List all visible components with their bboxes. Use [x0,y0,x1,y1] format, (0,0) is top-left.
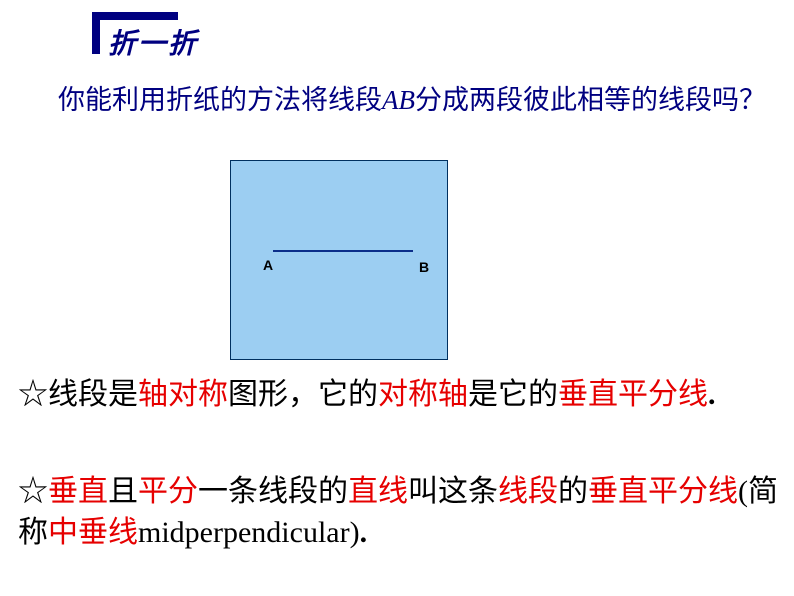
text-part: ☆线段是 [18,378,138,411]
text-part: 垂直平分线 [588,475,738,508]
text-part: 线段 [498,475,558,508]
text-part: 平分 [138,475,198,508]
question-seg-label: AB [382,85,415,115]
diagram-box: A B [230,160,448,360]
text-part: . [708,378,716,411]
text-part: . [360,516,368,549]
text-part: 且 [108,475,138,508]
text-part: 垂直平分线 [558,378,708,411]
text-part: 叫这条 [408,475,498,508]
text-part: ☆ [18,475,48,508]
header-title: 折一折 [108,22,198,62]
question-prefix: 你能利用折纸的方法将线段 [58,85,382,115]
label-b: B [419,259,429,275]
statement-1: ☆线段是轴对称图形，它的对称轴是它的垂直平分线. [18,375,778,416]
text-part: 中垂线 [48,516,138,549]
label-a: A [263,257,273,273]
text-part: 垂直 [48,475,108,508]
text-part: 的 [558,475,588,508]
text-part: 图形，它的 [228,378,378,411]
segment-line [273,250,413,252]
statement-2: ☆垂直且平分一条线段的直线叫这条线段的垂直平分线(简称中垂线midperpend… [18,472,778,553]
header-l-vertical [92,12,100,54]
text-part: 直线 [348,475,408,508]
text-part: 轴对称 [138,378,228,411]
text-part: 是它的 [468,378,558,411]
text-part: 对称轴 [378,378,468,411]
header-l-horizontal [100,12,178,20]
text-part: 一条线段的 [198,475,348,508]
question-suffix: 分成两段彼此相等的线段吗？ [415,85,766,115]
text-part: midperpendicular) [138,516,360,549]
question-text: 你能利用折纸的方法将线段AB分成两段彼此相等的线段吗？ [22,82,772,120]
